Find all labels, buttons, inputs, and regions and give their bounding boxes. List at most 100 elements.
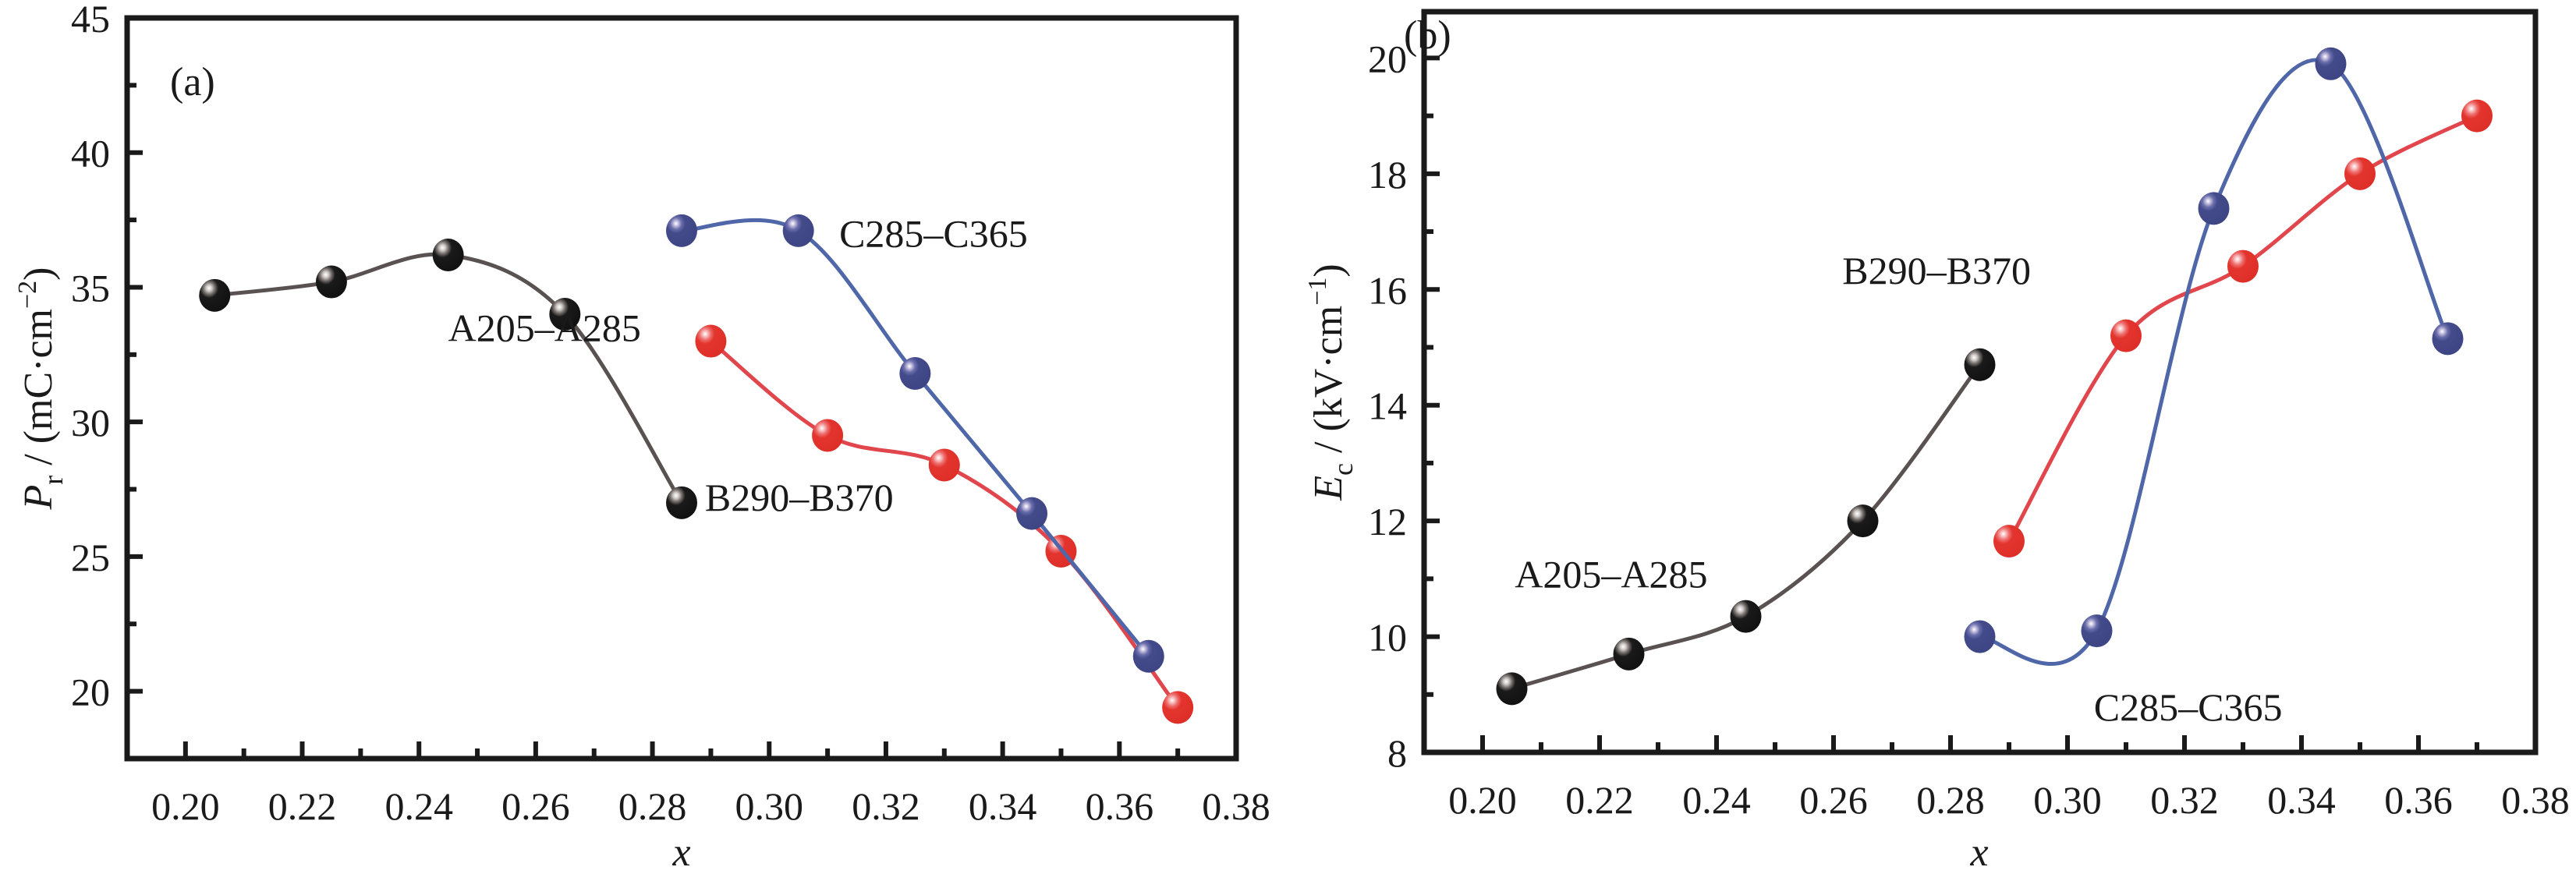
plot-frame-b	[1421, 9, 2539, 755]
x-tick-label-a: 0.36	[1086, 784, 1154, 828]
y-tick-label-b: 8	[1387, 731, 1407, 775]
y-tick-label-a: 40	[71, 132, 110, 175]
series-a-0	[199, 239, 697, 519]
data-point-b-0	[1496, 672, 1528, 706]
y-axis-symbol-b: E	[1306, 476, 1351, 501]
x-tick-label-a: 0.28	[618, 784, 687, 828]
y-axis-title-b: Ec / (kV·cm−1)	[1303, 264, 1359, 501]
data-point-a-0	[315, 265, 347, 299]
y-tick-label-a: 35	[71, 266, 110, 310]
series-label-b-1: B290–B370	[1842, 249, 2031, 292]
y-axis-unit-b: / (kV·cm	[1306, 306, 1351, 463]
data-point-a-1	[695, 324, 727, 358]
data-point-a-0	[199, 278, 231, 312]
y-axis-close-a: )	[16, 267, 61, 280]
x-tick-label-b: 0.38	[2501, 778, 2570, 822]
x-tick-label-b: 0.26	[1799, 778, 1868, 822]
panel-a: (a) Pr / (mC·cm−2) x 0.20 0.22 0.24 0.26 0.2…	[13, 0, 1270, 874]
data-point-b-2	[2081, 614, 2113, 648]
data-point-b-2	[2315, 47, 2347, 80]
y-tick-label-a: 25	[71, 536, 110, 579]
y-tick-label-a: 30	[71, 401, 110, 444]
data-point-b-1	[1993, 525, 2025, 558]
panel-b: (b) Ec / (kV·cm−1) x 0.20 0.22 0.24 0.26 0.2…	[1303, 9, 2570, 874]
data-point-a-0	[432, 239, 464, 271]
y-tick-label-b: 20	[1368, 37, 1407, 80]
y-axis-unit-a: / (mC·cm	[16, 309, 61, 476]
series-line-b-2	[1979, 58, 2450, 666]
series-b-2	[1964, 47, 2464, 666]
data-point-b-0	[1613, 637, 1645, 671]
series-a-1	[695, 324, 1194, 724]
series-label-a-1: B290–B370	[705, 476, 894, 519]
x-axis-title-a: x	[671, 830, 690, 874]
x-tick-label-b: 0.20	[1448, 778, 1517, 822]
series-a-2	[666, 214, 1164, 673]
x-tick-label-a: 0.24	[384, 784, 453, 828]
data-point-a-2	[1132, 639, 1164, 673]
y-axis-symbol-a: P	[16, 485, 61, 511]
x-tick-label-b: 0.22	[1565, 778, 1634, 822]
data-point-b-1	[2344, 157, 2376, 190]
series-line-a-2	[681, 218, 1150, 658]
data-point-b-1	[2461, 99, 2493, 133]
y-tick-label-b: 12	[1368, 500, 1407, 543]
data-point-a-1	[928, 448, 960, 482]
y-axis-close-b: )	[1306, 264, 1351, 277]
svg-text:Pr / (mC·cm−2): Pr / (mC·cm−2)	[13, 267, 69, 510]
x-tick-label-b: 0.36	[2384, 778, 2453, 822]
data-point-b-2	[2198, 192, 2230, 225]
data-point-a-2	[1016, 497, 1048, 530]
y-tick-label-b: 18	[1368, 153, 1407, 196]
data-point-a-0	[666, 486, 697, 519]
data-point-a-0	[549, 298, 581, 331]
series-line-a-1	[709, 339, 1180, 709]
x-tick-label-b: 0.30	[2033, 778, 2102, 822]
data-point-b-0	[1847, 504, 1879, 538]
y-axis-sup-a: −2	[13, 281, 42, 309]
x-tick-label-a: 0.32	[852, 784, 920, 828]
data-point-b-2	[2432, 322, 2464, 356]
y-tick-label-b: 16	[1368, 268, 1407, 312]
x-tick-label-b: 0.24	[1682, 778, 1751, 822]
y-axis-sub-b: c	[1327, 463, 1359, 476]
data-point-a-2	[899, 357, 931, 390]
y-axis-sub-a: r	[37, 476, 69, 485]
series-line-b-0	[1511, 363, 1982, 691]
data-point-a-1	[1162, 691, 1194, 724]
series-b-1	[1993, 99, 2493, 558]
series-line-a-0	[214, 252, 684, 504]
y-tick-label-a: 20	[71, 671, 110, 714]
x-tick-label-a: 0.34	[969, 784, 1037, 828]
x-tick-label-b: 0.34	[2267, 778, 2336, 822]
data-point-b-0	[1964, 348, 1996, 381]
x-tick-label-b: 0.32	[2150, 778, 2219, 822]
plot-frame-a	[124, 15, 1239, 762]
y-tick-label-b: 14	[1368, 384, 1407, 428]
data-point-a-2	[666, 214, 697, 247]
svg-text:Ec / (kV·cm−1): Ec / (kV·cm−1)	[1303, 264, 1359, 501]
x-tick-label-a: 0.38	[1202, 784, 1270, 828]
series-b-0	[1496, 348, 1996, 706]
y-axis-sup-b: −1	[1303, 278, 1332, 306]
series-label-b-0: A205–A285	[1515, 552, 1707, 596]
series-label-b-2: C285–C365	[2094, 685, 2283, 729]
series-label-a-0: A205–A285	[448, 306, 641, 350]
data-point-a-1	[812, 419, 844, 452]
data-point-b-0	[1730, 600, 1762, 633]
x-tick-label-a: 0.22	[268, 784, 337, 828]
panel-label-a: (a)	[170, 60, 215, 104]
data-point-b-1	[2227, 249, 2259, 283]
y-axis-title-a: Pr / (mC·cm−2)	[13, 267, 69, 510]
y-tick-label-b: 10	[1368, 616, 1407, 660]
x-tick-label-a: 0.30	[735, 784, 804, 828]
series-label-a-2: C285–C365	[839, 212, 1028, 256]
x-tick-label-a: 0.20	[151, 784, 220, 828]
series-line-b-1	[2007, 114, 2479, 543]
y-tick-label-a: 45	[71, 0, 110, 41]
x-tick-label-a: 0.26	[501, 784, 570, 828]
x-tick-label-b: 0.28	[1916, 778, 1985, 822]
data-point-a-2	[782, 214, 814, 247]
data-point-b-2	[1964, 620, 1996, 653]
